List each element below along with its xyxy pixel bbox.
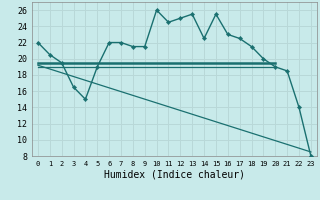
X-axis label: Humidex (Indice chaleur): Humidex (Indice chaleur) [104,170,245,180]
